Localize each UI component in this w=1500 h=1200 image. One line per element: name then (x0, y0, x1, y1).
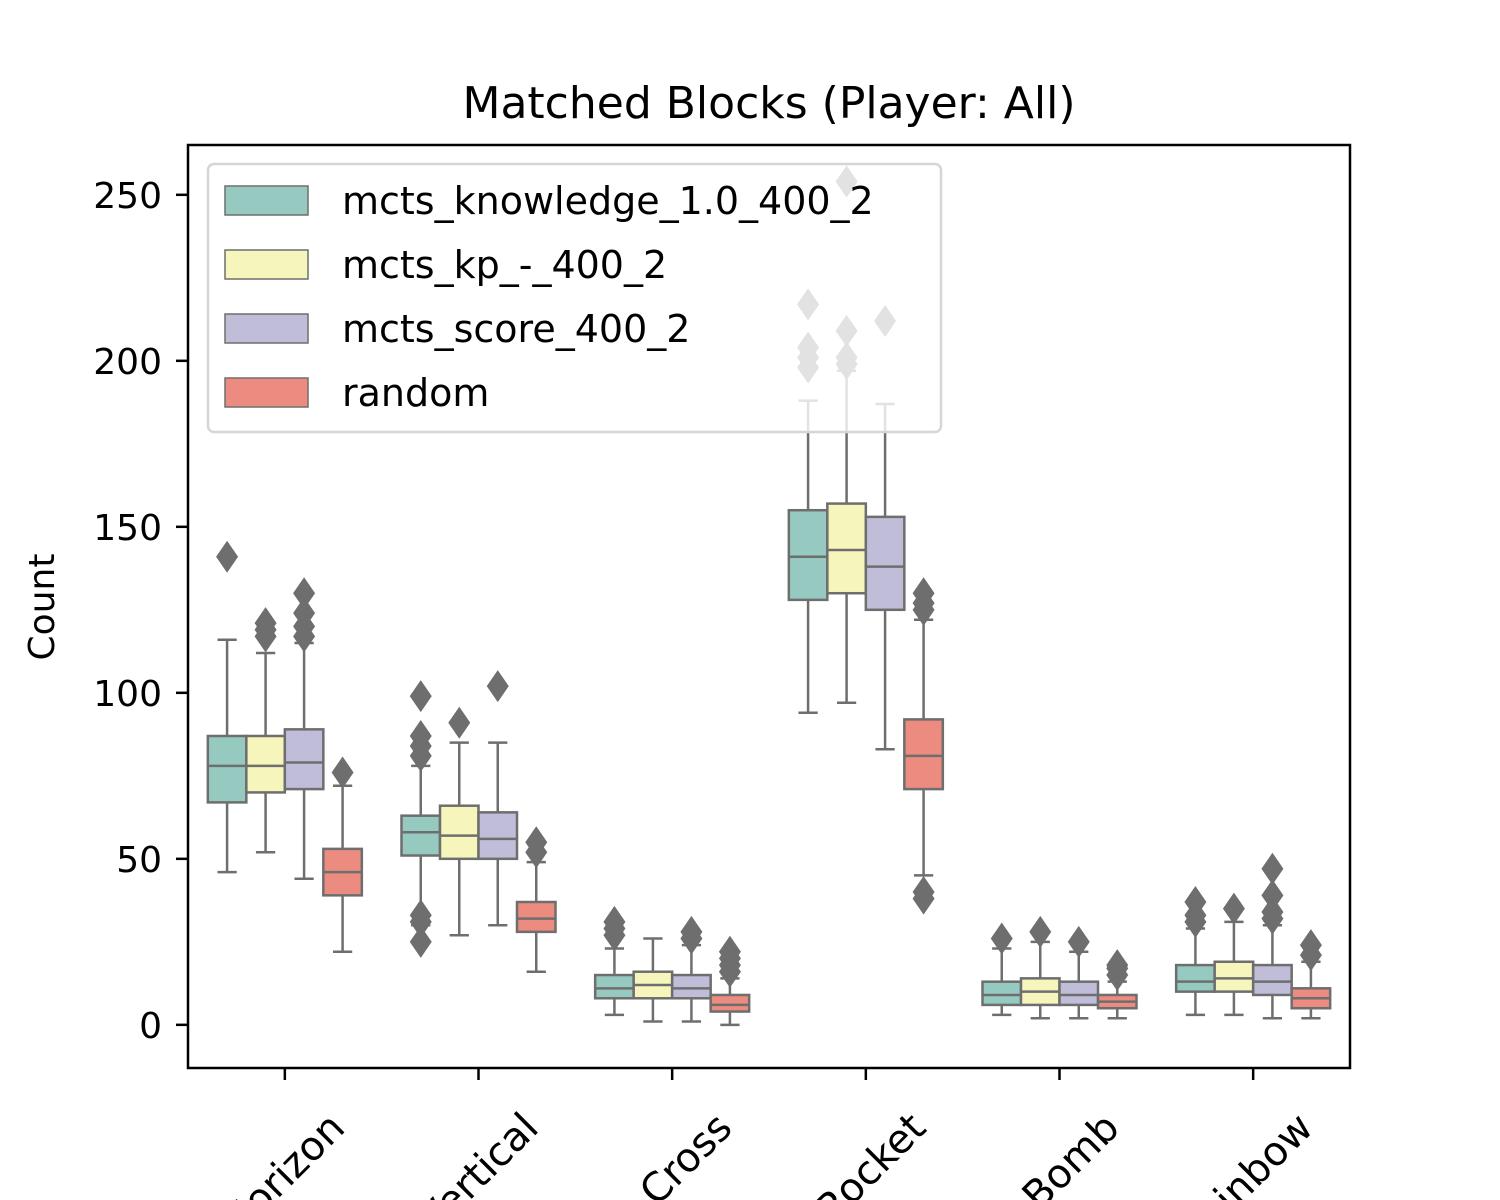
legend-label: mcts_score_400_2 (342, 307, 690, 351)
box (670, 973, 712, 1000)
box-cross-series-0 (593, 905, 635, 1017)
y-axis: 0 50 100 150 200 250 (93, 176, 188, 1047)
outlier-point (718, 935, 741, 968)
outlier-point (254, 607, 277, 640)
outlier-point (293, 577, 316, 610)
plot-area (206, 165, 1332, 1027)
box (438, 804, 480, 861)
outlier-point (680, 915, 703, 948)
outlier-point (1029, 915, 1052, 948)
x-tick-label: Horizon (213, 1105, 354, 1200)
y-tick-label: 50 (116, 840, 162, 881)
legend-swatch (224, 313, 309, 344)
y-tick-label: 250 (93, 176, 162, 217)
box-cross-series-1 (632, 937, 674, 1023)
box (245, 734, 287, 794)
plot-frame (186, 143, 1352, 1070)
box-bomb-series-1 (1019, 915, 1061, 1020)
outlier-point (525, 826, 548, 859)
outlier-point (216, 540, 239, 573)
outlier-point (1067, 925, 1090, 958)
box (903, 718, 945, 791)
box (1213, 960, 1255, 993)
outlier-point (409, 899, 432, 932)
legend-swatch (224, 185, 309, 216)
chart-title: Matched Blocks (Player: All) (463, 78, 1076, 129)
box-rainbow-series-1 (1213, 892, 1255, 1017)
box-bomb-series-2 (1058, 925, 1100, 1020)
box (400, 814, 442, 857)
box-horizon-series-1 (245, 607, 287, 854)
box-horizon-series-2 (283, 577, 325, 881)
outlier-point (1106, 949, 1129, 982)
outlier-point (448, 706, 471, 739)
legend-box (206, 162, 943, 434)
legend-label: random (342, 371, 489, 415)
outlier-point (331, 756, 354, 789)
outlier-point (1261, 879, 1284, 912)
box (477, 811, 519, 861)
x-tick-label: Bomb (1014, 1105, 1129, 1200)
outlier-point (1299, 929, 1322, 962)
box (515, 900, 557, 934)
outlier-point (409, 680, 432, 713)
boxes (206, 165, 1332, 1027)
outlier-point (486, 670, 509, 703)
box (787, 508, 829, 602)
y-tick-label: 100 (93, 674, 162, 715)
box (1058, 980, 1100, 1007)
y-tick-label: 0 (139, 1006, 162, 1047)
x-axis: Horizon Vertical Cross Rocket Bomb Rainbow (213, 1068, 1322, 1200)
legend-label: mcts_kp_-_400_2 (342, 243, 667, 287)
box-bomb-series-3 (1096, 949, 1138, 1020)
box (1174, 963, 1216, 993)
outlier-point (912, 876, 935, 909)
box (593, 973, 635, 1000)
box-vertical-series-2 (477, 670, 519, 927)
box (981, 980, 1023, 1007)
box (283, 728, 325, 791)
y-tick-label: 200 (93, 342, 162, 383)
outlier-point (1261, 895, 1284, 928)
box-rainbow-series-2 (1251, 852, 1293, 1020)
outlier-point (1222, 892, 1245, 925)
box (709, 993, 751, 1013)
box (826, 502, 868, 595)
legend-swatch (224, 249, 309, 280)
box-vertical-series-1 (438, 706, 480, 937)
outlier-point (409, 719, 432, 752)
legend: mcts_knowledge_1.0_400_2 mcts_kp_-_400_2m… (206, 162, 943, 434)
box (1251, 963, 1293, 997)
box-rainbow-series-0 (1174, 885, 1216, 1017)
box-horizon-series-3 (322, 756, 364, 954)
box-bomb-series-0 (981, 922, 1023, 1017)
box-rocket-series-3 (903, 577, 945, 915)
outlier-point (912, 577, 935, 610)
x-tick-label: Rainbow (1169, 1105, 1322, 1200)
box-cross-series-3 (709, 935, 751, 1027)
box-vertical-series-0 (400, 680, 442, 958)
box-rainbow-series-3 (1290, 929, 1332, 1020)
y-axis-label: Count (22, 554, 63, 661)
box-vertical-series-3 (515, 826, 557, 973)
outlier-point (603, 905, 626, 938)
outlier-point (1261, 852, 1284, 885)
x-tick-label: Rocket (807, 1105, 935, 1200)
box (206, 734, 248, 804)
outlier-point (1184, 885, 1207, 918)
box-horizon-series-0 (206, 540, 248, 874)
x-tick-label: Vertical (409, 1105, 547, 1200)
outlier-point (409, 925, 432, 958)
outlier-point (990, 922, 1013, 955)
legend-label: mcts_knowledge_1.0_400_2 (342, 179, 874, 223)
y-tick-label: 150 (93, 508, 162, 549)
x-tick-label: Cross (631, 1105, 741, 1200)
outlier-point (293, 597, 316, 630)
box (864, 515, 906, 612)
legend-swatch (224, 377, 309, 408)
box-cross-series-2 (670, 915, 712, 1023)
